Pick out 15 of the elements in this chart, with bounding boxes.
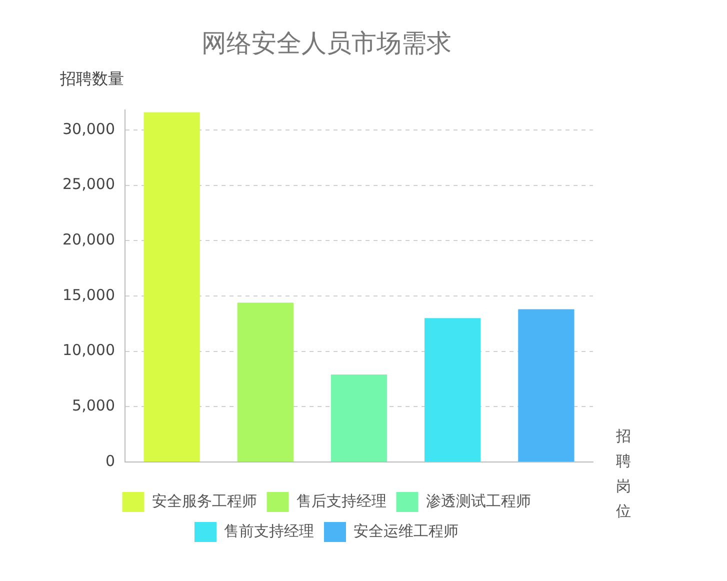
legend-label: 渗透测试工程师 [426,492,531,510]
chart-title: 网络安全人员市场需求 [202,28,452,58]
legend-label: 售前支持经理 [224,522,314,540]
legend-label: 安全运维工程师 [354,522,458,540]
y-tick-label: 0 [105,452,115,470]
legend-label: 安全服务工程师 [152,492,257,510]
y-tick-label: 20,000 [62,230,115,249]
y-tick-label: 15,000 [62,286,115,304]
y-tick-label: 30,000 [62,120,115,138]
legend-label: 售后支持经理 [296,492,386,510]
x-axis-title: 招聘岗位 [616,426,631,522]
y-tick-label: 25,000 [62,175,115,194]
y-tick-label: 10,000 [62,341,115,360]
y-axis-title: 招聘数量 [59,69,124,88]
y-tick-label: 5,000 [72,396,115,415]
